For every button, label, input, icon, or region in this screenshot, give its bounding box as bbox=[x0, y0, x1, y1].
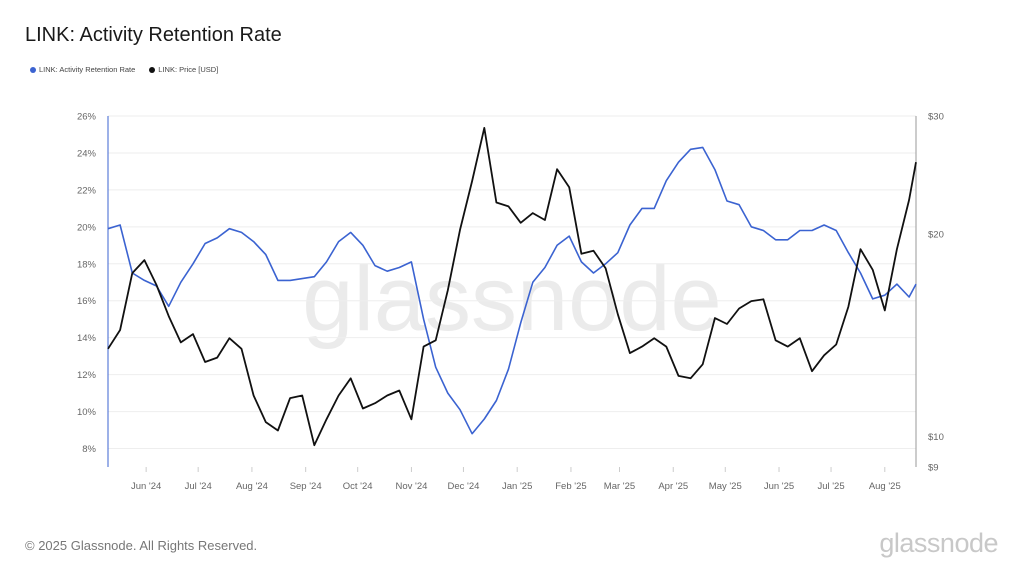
legend-dot-black bbox=[149, 66, 156, 73]
x-tick-label: Oct '24 bbox=[343, 481, 373, 492]
x-tick-label: Feb '25 bbox=[555, 481, 586, 492]
x-tick-label: Nov '24 bbox=[395, 481, 427, 492]
x-tick-label: Mar '25 bbox=[604, 481, 635, 492]
legend-label-price: LINK: Price [USD] bbox=[158, 65, 219, 74]
x-tick-label: May '25 bbox=[709, 481, 742, 492]
x-tick-label: Aug '24 bbox=[236, 481, 268, 492]
x-tick-label: Jun '24 bbox=[131, 481, 161, 492]
y-left-tick-label: 10% bbox=[77, 407, 97, 418]
x-tick-label: Sep '24 bbox=[290, 481, 322, 492]
y-left-tick-label: 8% bbox=[82, 444, 96, 455]
legend-label-retention: LINK: Activity Retention Rate bbox=[39, 65, 136, 74]
y-left-tick-label: 26% bbox=[77, 112, 97, 123]
legend: LINK: Activity Retention Rate LINK: Pric… bbox=[30, 65, 218, 74]
x-tick-label: Apr '25 bbox=[658, 481, 688, 492]
x-tick-label: Jul '24 bbox=[185, 481, 212, 492]
y-left-tick-label: 14% bbox=[77, 333, 97, 344]
y-left-tick-label: 24% bbox=[77, 148, 97, 159]
x-tick-label: Jan '25 bbox=[502, 481, 532, 492]
glassnode-logo: glassnode bbox=[879, 528, 998, 558]
chart-title: LINK: Activity Retention Rate bbox=[25, 24, 282, 46]
watermark: glassnode bbox=[302, 248, 721, 350]
retention-rate-line bbox=[107, 146, 917, 435]
legend-dot-blue bbox=[30, 66, 36, 73]
x-tick-label: Jul '25 bbox=[817, 481, 844, 492]
copyright-footer: © 2025 Glassnode. All Rights Reserved. bbox=[25, 538, 258, 553]
y-left-tick-label: 20% bbox=[77, 222, 97, 233]
y-right-tick-label: $10 bbox=[928, 432, 944, 443]
y-left-tick-label: 16% bbox=[77, 296, 97, 307]
price-line bbox=[107, 127, 917, 447]
y-left-tick-label: 22% bbox=[77, 185, 97, 196]
y-left-tick-label: 18% bbox=[77, 259, 97, 270]
legend-item-price[interactable]: LINK: Price [USD] bbox=[149, 65, 218, 74]
y-left-tick-label: 12% bbox=[77, 370, 97, 381]
legend-item-retention[interactable]: LINK: Activity Retention Rate bbox=[30, 65, 135, 74]
x-tick-label: Dec '24 bbox=[447, 481, 479, 492]
x-tick-label: Jun '25 bbox=[764, 481, 794, 492]
y-right-tick-label: $9 bbox=[928, 463, 939, 474]
y-right-tick-label: $20 bbox=[928, 230, 944, 241]
y-right-tick-label: $30 bbox=[928, 112, 944, 123]
x-tick-label: Aug '25 bbox=[869, 481, 901, 492]
